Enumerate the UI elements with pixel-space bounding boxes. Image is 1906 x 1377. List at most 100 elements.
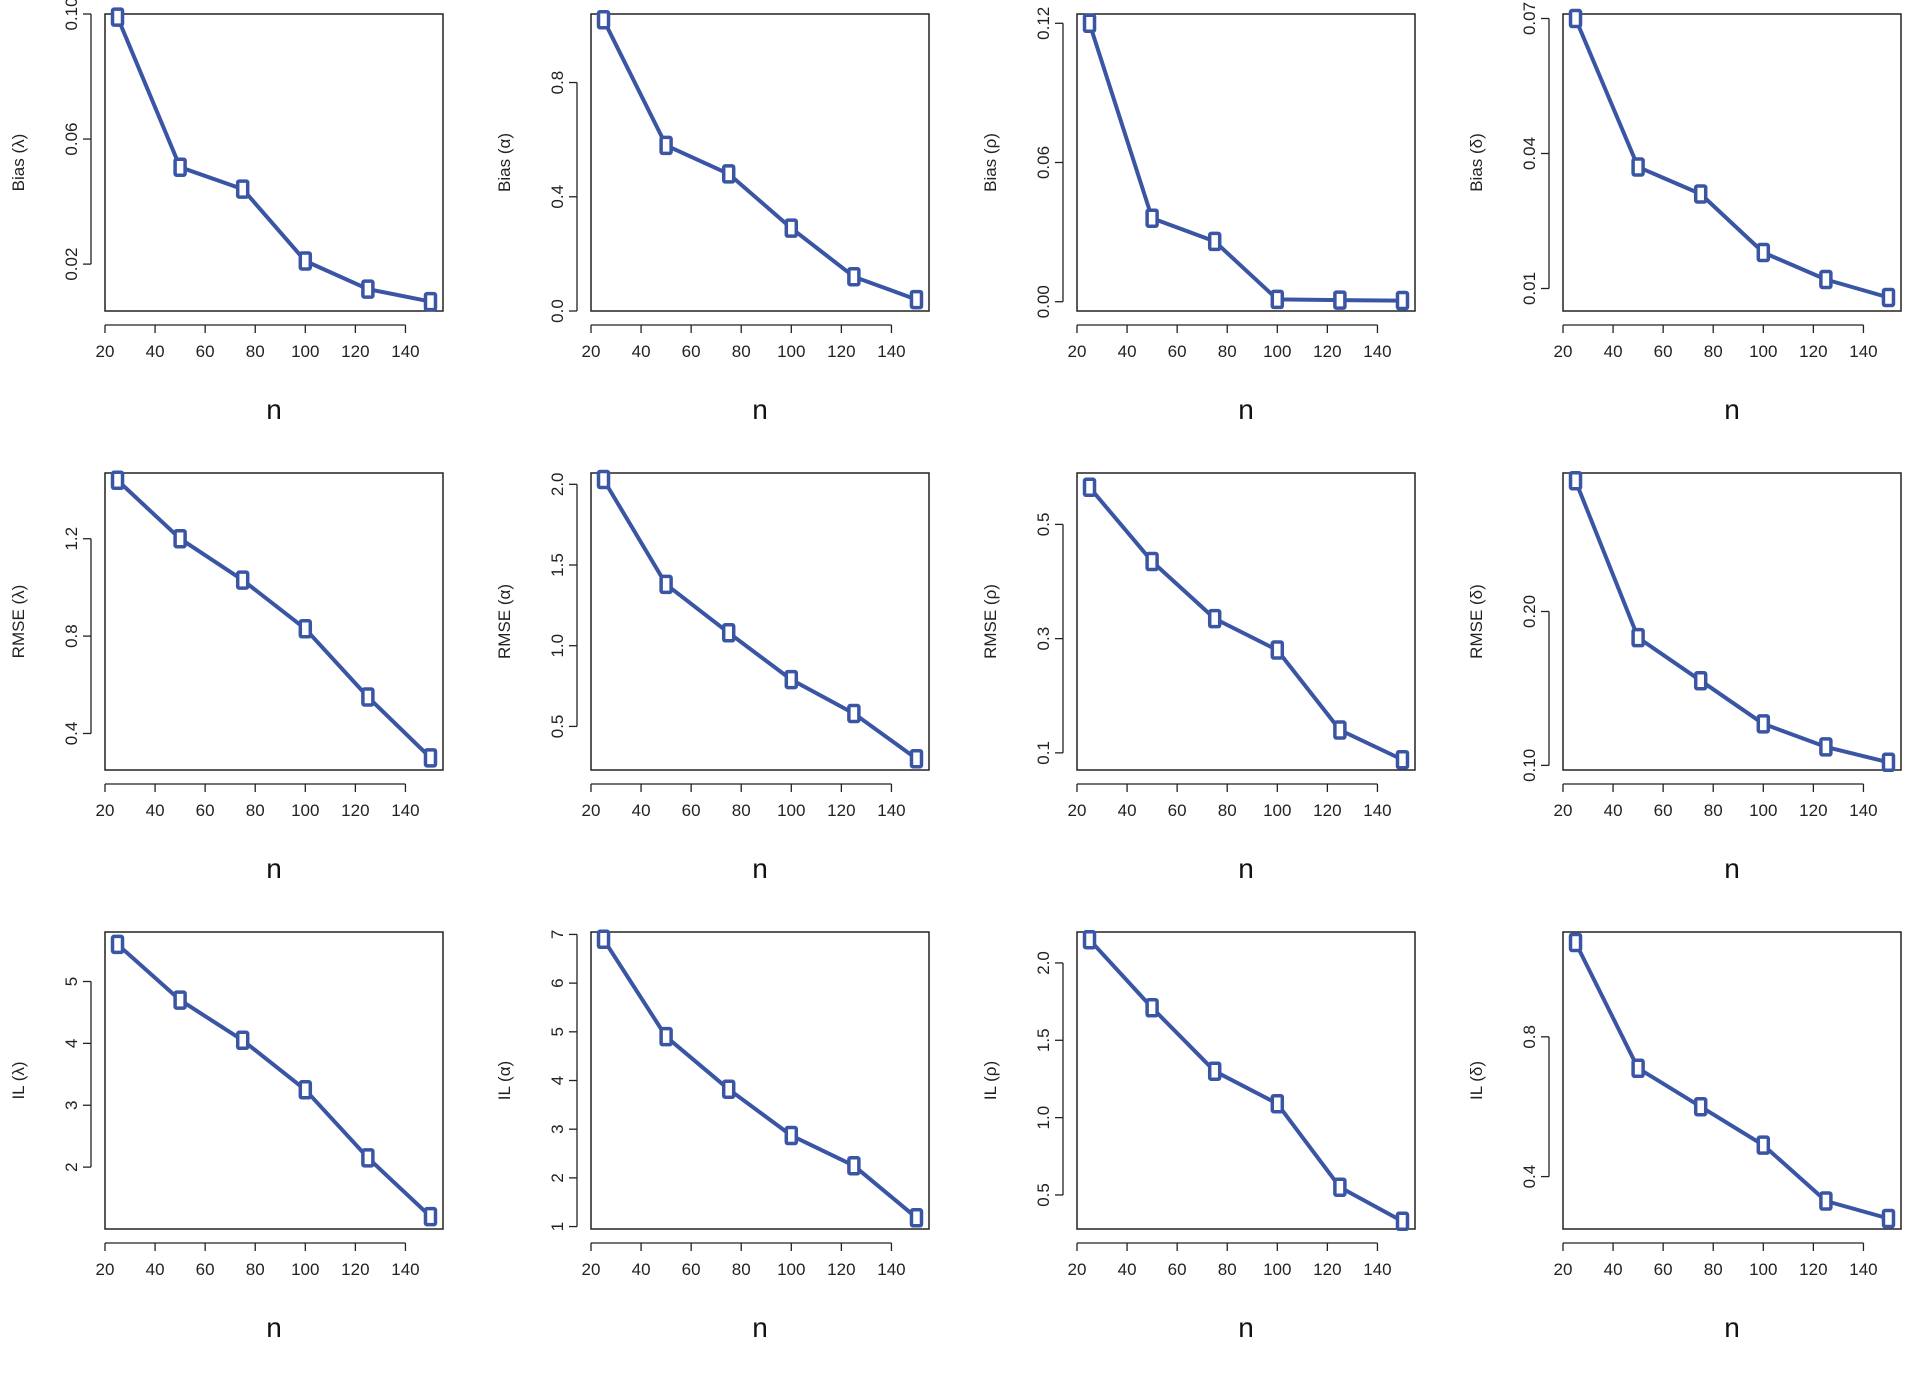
x-tick-label: 100	[291, 342, 319, 361]
series-line	[115, 16, 431, 304]
y-axis-title: IL (λ)	[9, 1061, 28, 1099]
x-axis-title: n	[1724, 853, 1740, 884]
x-tick-label: 60	[196, 1260, 215, 1279]
data-point	[1082, 929, 1097, 950]
plot-frame	[104, 13, 444, 312]
x-tick-label: 40	[146, 801, 165, 820]
data-point	[1333, 720, 1347, 740]
data-point	[1819, 737, 1833, 757]
y-tick-label: 0.4	[1520, 1165, 1539, 1189]
data-point	[909, 1208, 924, 1228]
y-tick-label: 1.5	[548, 553, 567, 577]
y-tick-label: 0.06	[62, 123, 81, 156]
data-point	[596, 469, 611, 490]
x-tick-label: 140	[1363, 1260, 1391, 1279]
data-point	[847, 266, 861, 287]
data-point	[784, 1125, 799, 1146]
x-tick-label: 140	[1363, 342, 1391, 361]
y-tick-label: 0.01	[1520, 272, 1539, 305]
x-axis-title: n	[1238, 1312, 1254, 1343]
series-line	[1573, 941, 1890, 1221]
data-point	[1756, 1135, 1771, 1155]
plot-frame	[590, 931, 930, 1230]
y-tick-label: 4	[62, 1039, 81, 1048]
x-tick-label: 100	[291, 801, 319, 820]
y-tick-label: 0.5	[548, 715, 567, 739]
series-line	[1087, 486, 1404, 762]
y-axis-title: IL (ρ)	[981, 1061, 1000, 1100]
data-point	[173, 528, 187, 549]
data-point	[1693, 670, 1708, 691]
x-tick-label: 80	[1704, 1260, 1723, 1279]
data-point	[235, 179, 250, 199]
x-axis-title: n	[752, 394, 768, 425]
x-tick-label: 80	[1218, 1260, 1237, 1279]
x-tick-label: 20	[582, 801, 601, 820]
x-tick-label: 120	[827, 1260, 855, 1279]
data-point	[1693, 1096, 1708, 1117]
x-tick-label: 60	[196, 342, 215, 361]
data-point	[1395, 290, 1410, 311]
x-tick-label: 20	[1554, 1260, 1573, 1279]
y-tick-label: 0.10	[62, 0, 81, 31]
plot-frame	[590, 13, 930, 312]
x-tick-label: 120	[341, 342, 369, 361]
y-axis-title: RMSE (ρ)	[981, 584, 1000, 659]
plot-frame	[104, 472, 444, 771]
y-axis-title: IL (δ)	[1467, 1061, 1486, 1100]
plot-frame	[1076, 931, 1416, 1230]
plot-frame	[590, 472, 930, 771]
x-axis-title: n	[1724, 394, 1740, 425]
x-tick-label: 100	[777, 1260, 805, 1279]
data-point	[659, 574, 673, 595]
x-tick-label: 60	[1168, 342, 1187, 361]
x-tick-label: 20	[1068, 342, 1087, 361]
x-tick-label: 120	[1313, 1260, 1341, 1279]
data-point	[361, 1148, 375, 1168]
y-tick-label: 5	[548, 1027, 567, 1036]
data-point	[298, 1080, 313, 1100]
chart-panel-1: 20 40 60 80 100 120 140 0.02 0.06 0.10 Bias (λ) n	[9, 0, 444, 425]
y-axis-title: Bias (λ)	[9, 134, 28, 192]
plot-frame	[1076, 472, 1416, 771]
x-tick-label: 40	[632, 342, 651, 361]
y-tick-label: 1.5	[1034, 1028, 1053, 1052]
data-point	[235, 1030, 250, 1051]
data-point	[1568, 470, 1583, 491]
y-tick-label: 0.4	[62, 722, 81, 746]
x-tick-label: 40	[1118, 801, 1137, 820]
y-axis-title: RMSE (λ)	[9, 585, 28, 659]
x-tick-label: 80	[1218, 342, 1237, 361]
x-axis-title: n	[1238, 853, 1254, 884]
x-tick-label: 140	[391, 801, 419, 820]
x-tick-label: 40	[632, 801, 651, 820]
series-line	[116, 478, 432, 760]
chart-panel-8: 20 40 60 80 100 120 140 0.10 0.20 RMSE (δ) n	[1467, 470, 1902, 884]
x-axis-title: n	[752, 853, 768, 884]
x-tick-label: 100	[1263, 342, 1291, 361]
x-tick-label: 140	[391, 342, 419, 361]
data-point	[1395, 1211, 1410, 1232]
y-tick-label: 2	[62, 1162, 81, 1171]
x-tick-label: 80	[1704, 801, 1723, 820]
series-line	[601, 478, 918, 761]
x-tick-label: 120	[827, 342, 855, 361]
x-tick-label: 120	[1313, 342, 1341, 361]
data-point	[361, 687, 375, 707]
data-point	[1881, 1208, 1896, 1229]
x-axis-title: n	[1238, 394, 1254, 425]
x-tick-label: 40	[632, 1260, 651, 1279]
x-tick-label: 80	[732, 801, 751, 820]
plot-frame	[1562, 931, 1902, 1230]
y-tick-label: 0.04	[1520, 137, 1539, 170]
x-tick-label: 80	[732, 1260, 751, 1279]
plot-frame	[1562, 13, 1902, 312]
data-point	[423, 1206, 438, 1227]
y-tick-label: 0.07	[1520, 2, 1539, 35]
data-point	[847, 1155, 861, 1176]
x-tick-label: 20	[96, 1260, 115, 1279]
y-tick-label: 0.3	[1034, 627, 1053, 651]
data-point	[110, 934, 125, 955]
data-point	[659, 1026, 673, 1047]
